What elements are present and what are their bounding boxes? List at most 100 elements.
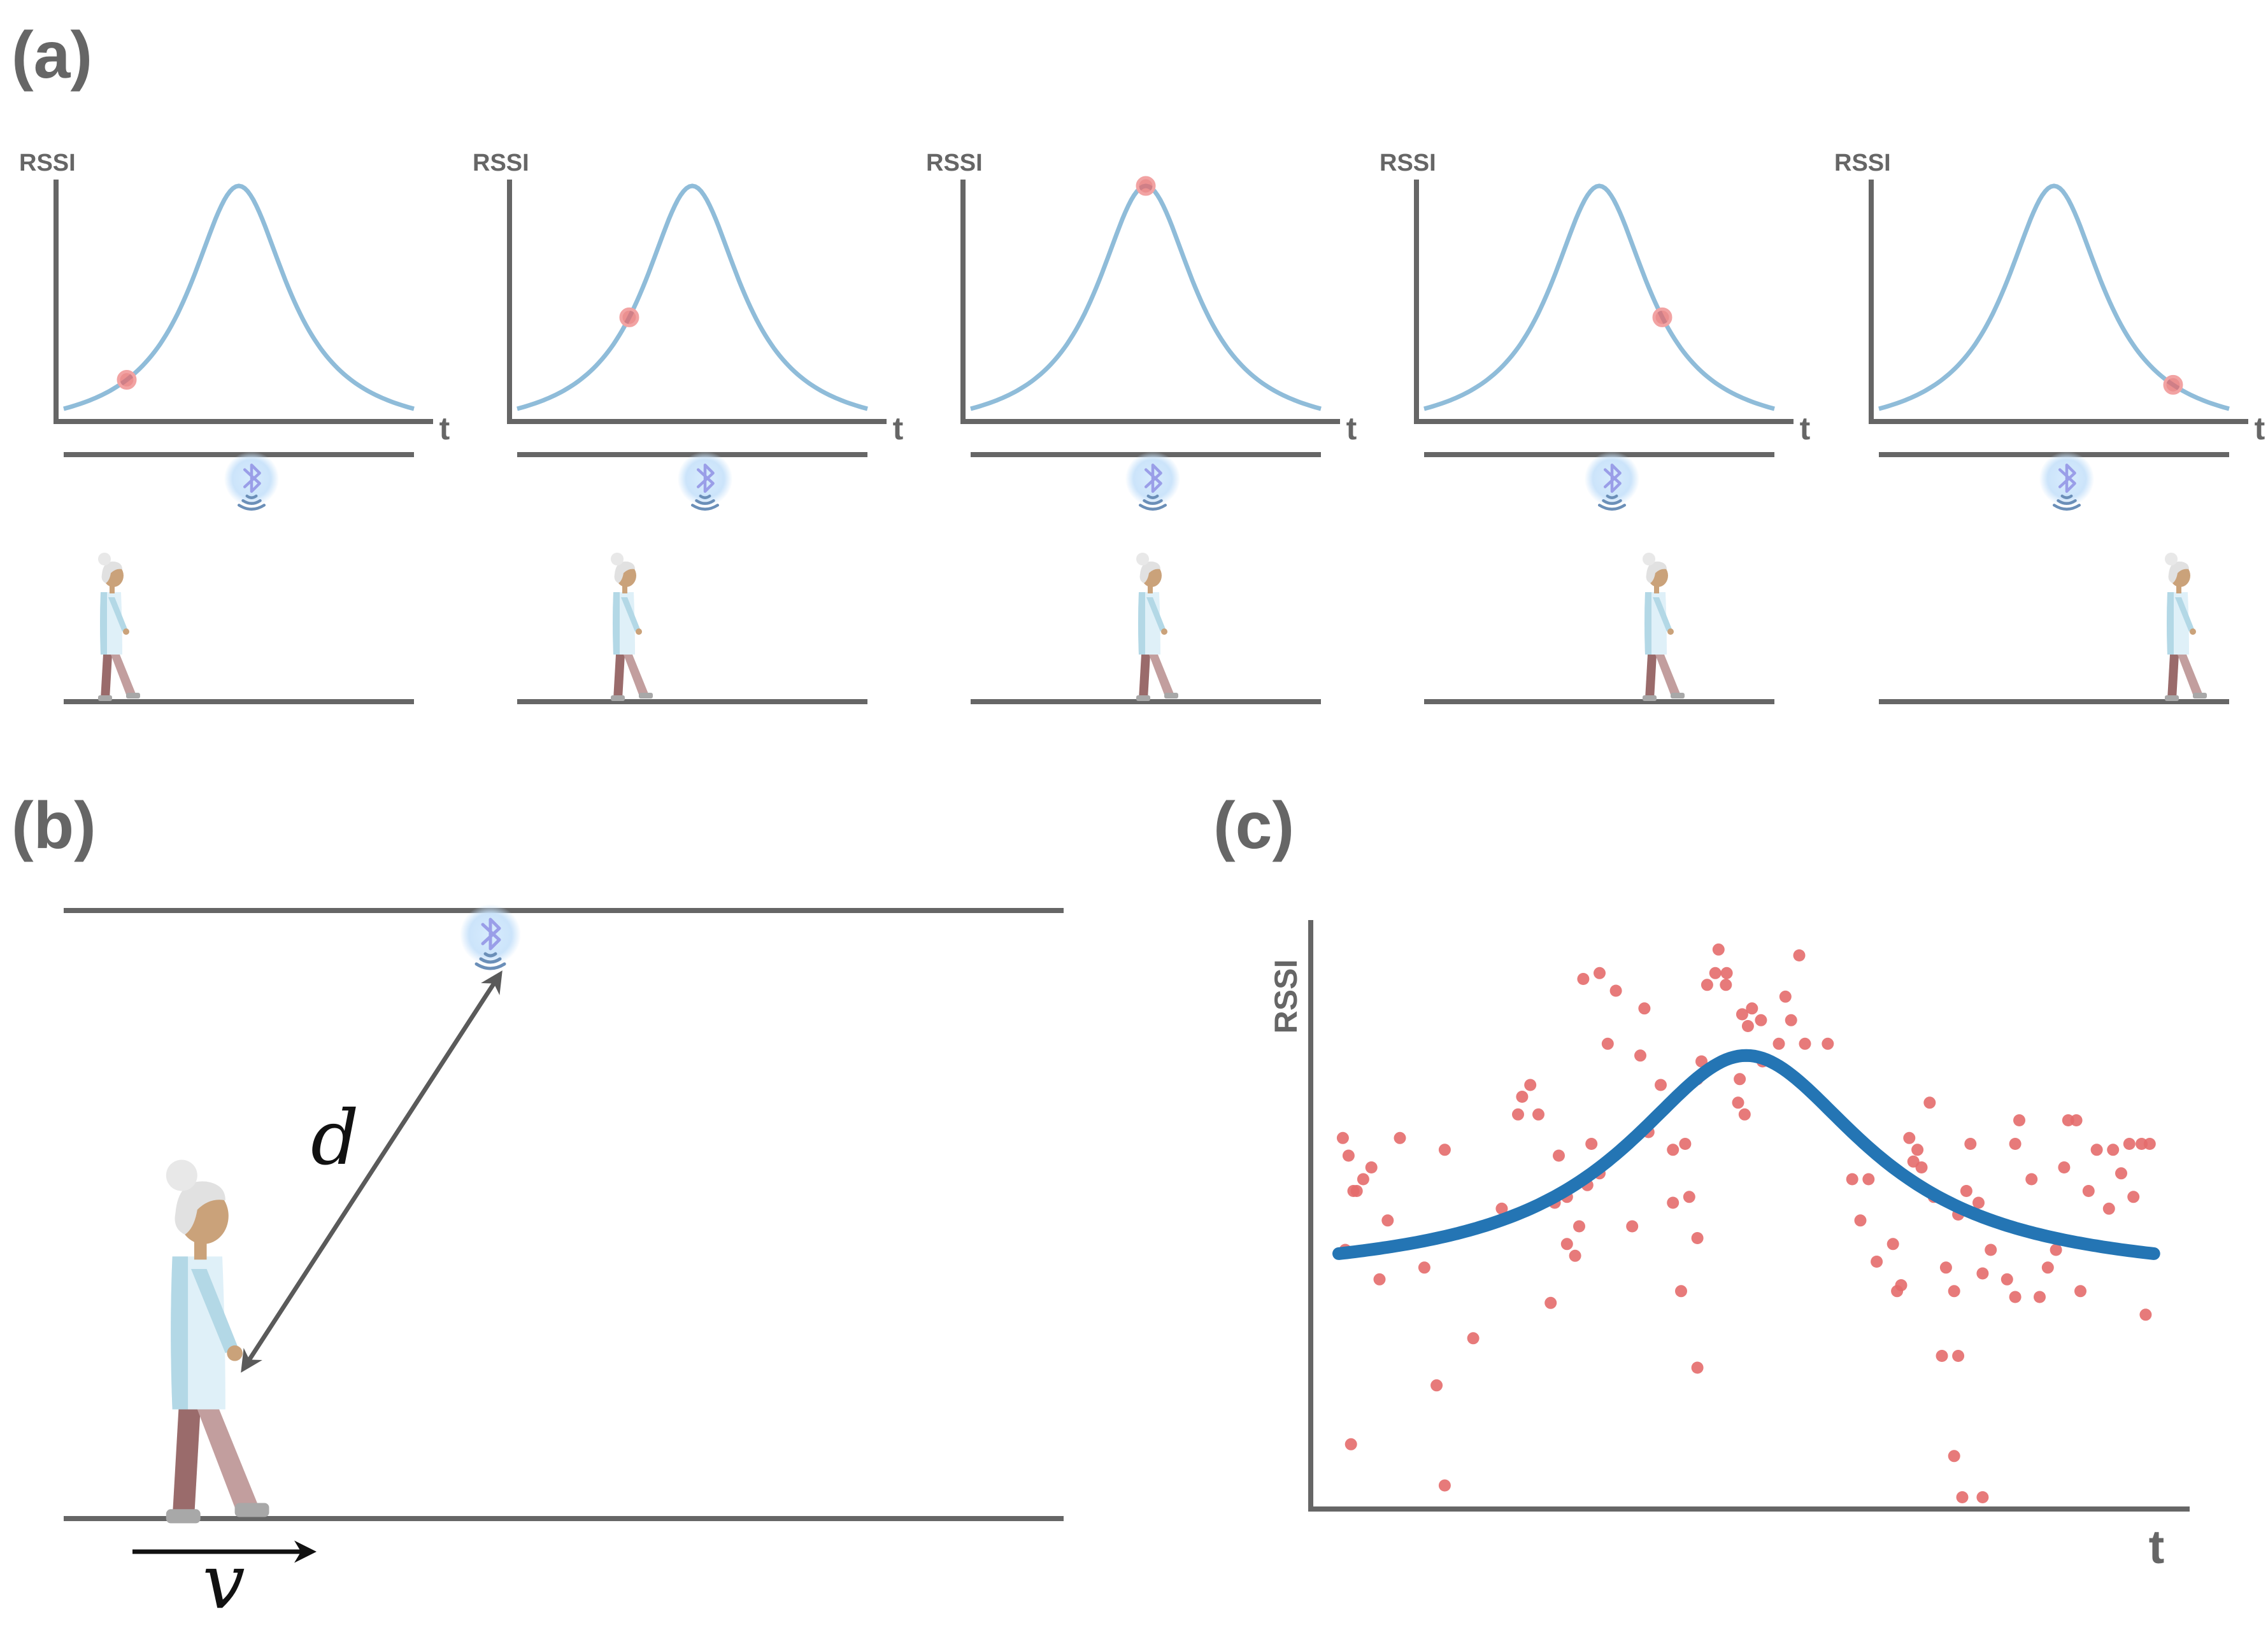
scatter-point [2034,1291,2046,1303]
scatter-point [2123,1138,2136,1150]
scatter-point [1594,967,1606,979]
scatter-point [1467,1332,1480,1345]
scatter-point [1655,1079,1667,1091]
scatter-point [2115,1167,2127,1180]
scatter-point [1344,1438,1357,1450]
scatter-point [1985,1244,1997,1256]
scatter-point [1683,1191,1695,1203]
velocity-symbol: v [203,1538,245,1626]
scatter-point [2127,1191,2140,1203]
scatter-point [1544,1296,1557,1309]
walking-person-icon [1136,553,1178,701]
scatter-point [2102,1202,2115,1215]
walking-person-icon [1643,553,1685,701]
scatter-point [1948,1450,1960,1463]
bluetooth-beacon-icon [460,904,521,968]
scatter-point [1336,1131,1349,1144]
scatter-point [1948,1285,1960,1298]
scatter-point [2050,1244,2062,1256]
scatter-point [1667,1144,1680,1156]
scatter-point [1964,1138,1977,1150]
scatter-point [1720,967,1733,979]
scatter-point [2090,1144,2103,1156]
scatter-point [1695,1055,1708,1068]
walking-person-icon [611,553,653,701]
scatter-point [1886,1238,1899,1251]
panel-label-a: (a) [11,18,92,92]
panel-label-c: (c) [1213,789,1294,863]
scatter-point [1738,1108,1751,1121]
scatter-point [1854,1214,1867,1227]
chart-points [1336,943,2156,1503]
bluetooth-beacon-icon [1125,451,1180,509]
scatter-point [2070,1114,2083,1126]
scatter-point [1895,1279,1908,1291]
scatter-point [1675,1285,1687,1298]
scatter-point [1569,1249,1581,1262]
distance-arrow [241,970,503,1373]
scatter-point [1634,1049,1646,1062]
scatter-point [2107,1144,2120,1156]
frame-rssi-curve [517,183,868,411]
scatter-point [1357,1173,1369,1186]
frame-marker [619,307,639,327]
scatter-point [2013,1114,2025,1126]
frame-4: RSSI t [1380,150,1811,704]
chart-fit-curve [1332,1049,2160,1260]
scatter-point [1438,1144,1451,1156]
frame-x-label: t [893,411,904,446]
scatter-point [1577,973,1590,985]
scatter-point [1573,1220,1585,1233]
scatter-point [1952,1350,1965,1362]
scatter-point [1667,1196,1680,1209]
scatter-point [1638,1002,1651,1015]
scatter-point [1736,1008,1748,1021]
walking-person-icon [166,1159,269,1524]
frame-2: RSSI t [473,150,904,704]
frame-1: RSSI t [19,150,450,704]
frame-marker [117,370,137,390]
scatter-point [1712,943,1725,956]
bluetooth-beacon-icon [678,451,732,509]
scatter-point [1394,1131,1406,1144]
scatter-point [1734,1073,1746,1086]
scatter-point [1430,1379,1443,1392]
frame-3: RSSI t [926,150,1357,704]
scatter-point [1585,1138,1598,1150]
scatter-point [2001,1273,2013,1286]
frame-y-label: RSSI [473,150,529,176]
scatter-point [2074,1285,2086,1298]
scatter-point [2082,1185,2095,1197]
scatter-point [1976,1267,1989,1280]
scatter-point [1772,1037,1785,1050]
scatter-point [2009,1291,2022,1303]
scatter-point [1972,1196,1985,1209]
scatter-point [1862,1173,1875,1186]
frame-rssi-curve [970,183,1322,411]
scatter-point [1626,1220,1639,1233]
scatter-point [1939,1261,1952,1274]
scatter-point [1755,1014,1767,1026]
scatter-point [1601,1037,1614,1050]
frame-x-label: t [1346,411,1357,446]
frame-y-label: RSSI [1834,150,1891,176]
scatter-point [2041,1261,2054,1274]
scatter-point [1691,1361,1704,1374]
distance-symbol: d [311,1094,359,1182]
scatter-point [1350,1185,1363,1197]
scatter-point [2058,1161,2071,1173]
scatter-point [2143,1138,2156,1150]
frame-x-label: t [2255,411,2265,446]
frame-x-label: t [1800,411,1811,446]
scatter-point [1936,1350,1948,1362]
scatter-point [1512,1108,1524,1121]
scatter-point [1609,984,1622,997]
frame-marker [2163,374,2183,395]
frame-rssi-curve [1878,183,2230,411]
scatter-point [1679,1138,1692,1150]
scatter-point [1871,1256,1883,1268]
scatter-point [1923,1096,1936,1109]
scatter-point [1516,1091,1529,1103]
scatter-point [1822,1037,1834,1050]
frame-5: RSSI t [1834,150,2265,704]
